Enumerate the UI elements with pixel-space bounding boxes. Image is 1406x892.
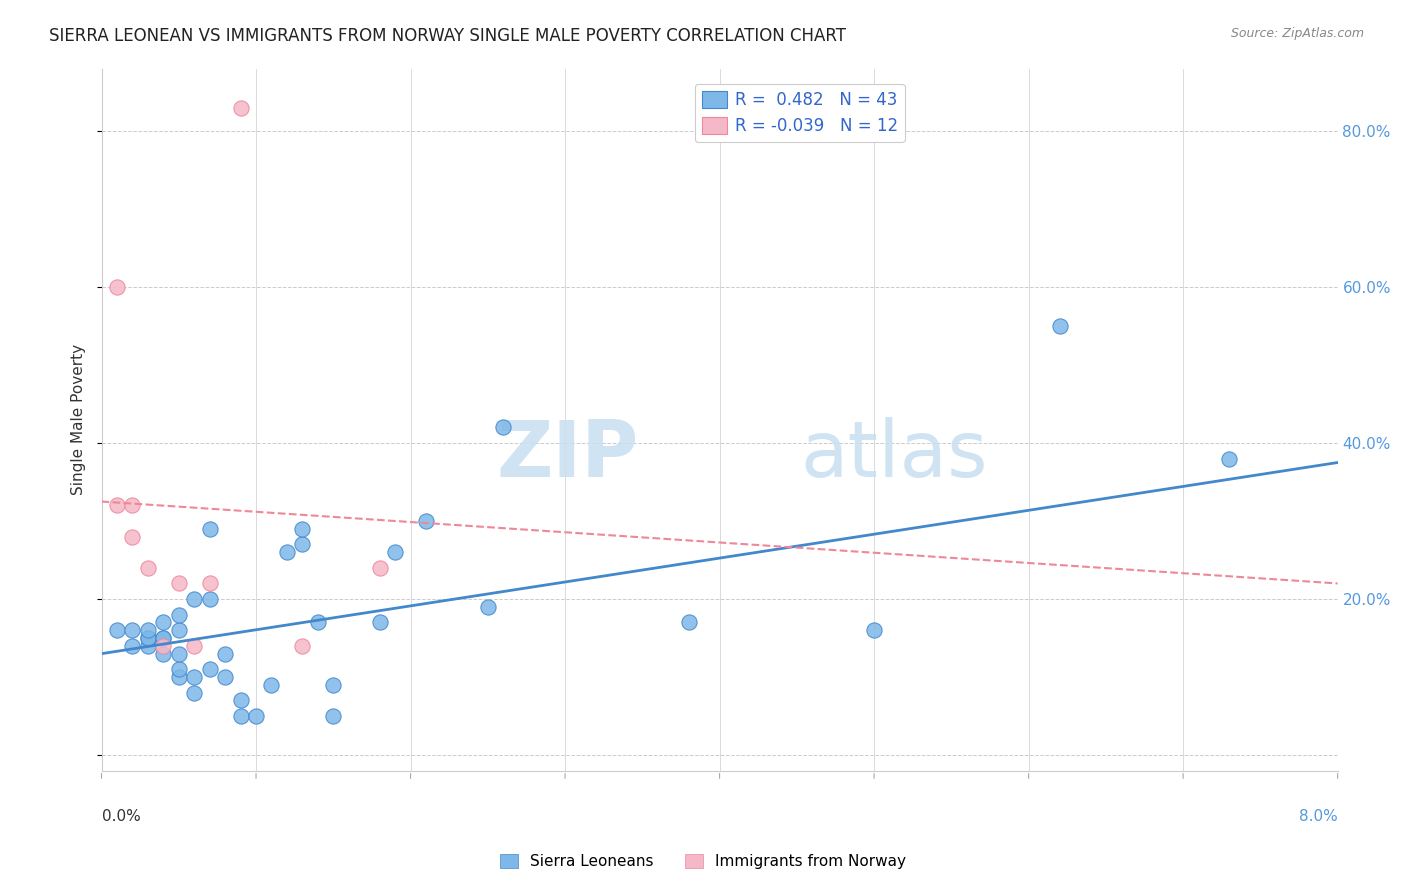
Point (152, 647, 174, 661)
Point (260, 678, 283, 692)
Point (307, 615, 329, 630)
Text: ZIP: ZIP (496, 417, 640, 492)
Point (121, 499, 143, 513)
Point (1218, 451, 1240, 466)
Legend: Sierra Leoneans, Immigrants from Norway: Sierra Leoneans, Immigrants from Norway (494, 848, 912, 875)
Point (198, 522, 221, 536)
Point (167, 624, 190, 638)
Text: atlas: atlas (800, 417, 987, 492)
Point (291, 522, 314, 536)
Point (214, 647, 236, 661)
Point (291, 639, 314, 653)
Point (368, 615, 391, 630)
Point (276, 545, 298, 559)
Point (678, 615, 700, 630)
Point (183, 686, 205, 700)
Text: 8.0%: 8.0% (1299, 809, 1337, 824)
Point (167, 647, 190, 661)
Point (492, 420, 515, 434)
Point (198, 592, 221, 607)
Point (152, 631, 174, 645)
Point (136, 624, 159, 638)
Point (183, 639, 205, 653)
Point (105, 499, 128, 513)
Point (105, 624, 128, 638)
Point (415, 514, 437, 528)
Point (152, 639, 174, 653)
Y-axis label: Single Male Poverty: Single Male Poverty (72, 344, 86, 495)
Point (167, 576, 190, 591)
Text: Source: ZipAtlas.com: Source: ZipAtlas.com (1230, 27, 1364, 40)
Point (167, 670, 190, 684)
Point (136, 639, 159, 653)
Point (105, 280, 128, 294)
Point (322, 678, 344, 692)
Point (229, 709, 252, 723)
Point (384, 545, 406, 559)
Point (245, 709, 267, 723)
Point (291, 537, 314, 551)
Point (183, 670, 205, 684)
Point (136, 631, 159, 645)
Point (167, 607, 190, 622)
Point (477, 599, 499, 614)
Point (368, 561, 391, 575)
Point (152, 631, 174, 645)
Point (121, 530, 143, 544)
Point (198, 662, 221, 676)
Point (214, 670, 236, 684)
Point (136, 561, 159, 575)
Point (152, 615, 174, 630)
Point (198, 576, 221, 591)
Point (229, 693, 252, 707)
Point (322, 709, 344, 723)
Point (136, 631, 159, 645)
Point (121, 639, 143, 653)
Legend: R =  0.482   N = 43, R = -0.039   N = 12: R = 0.482 N = 43, R = -0.039 N = 12 (695, 84, 905, 142)
Text: SIERRA LEONEAN VS IMMIGRANTS FROM NORWAY SINGLE MALE POVERTY CORRELATION CHART: SIERRA LEONEAN VS IMMIGRANTS FROM NORWAY… (49, 27, 846, 45)
Point (167, 662, 190, 676)
Point (183, 592, 205, 607)
Point (121, 624, 143, 638)
Point (863, 624, 886, 638)
Point (1049, 318, 1071, 333)
Point (229, 101, 252, 115)
Text: 0.0%: 0.0% (101, 809, 141, 824)
